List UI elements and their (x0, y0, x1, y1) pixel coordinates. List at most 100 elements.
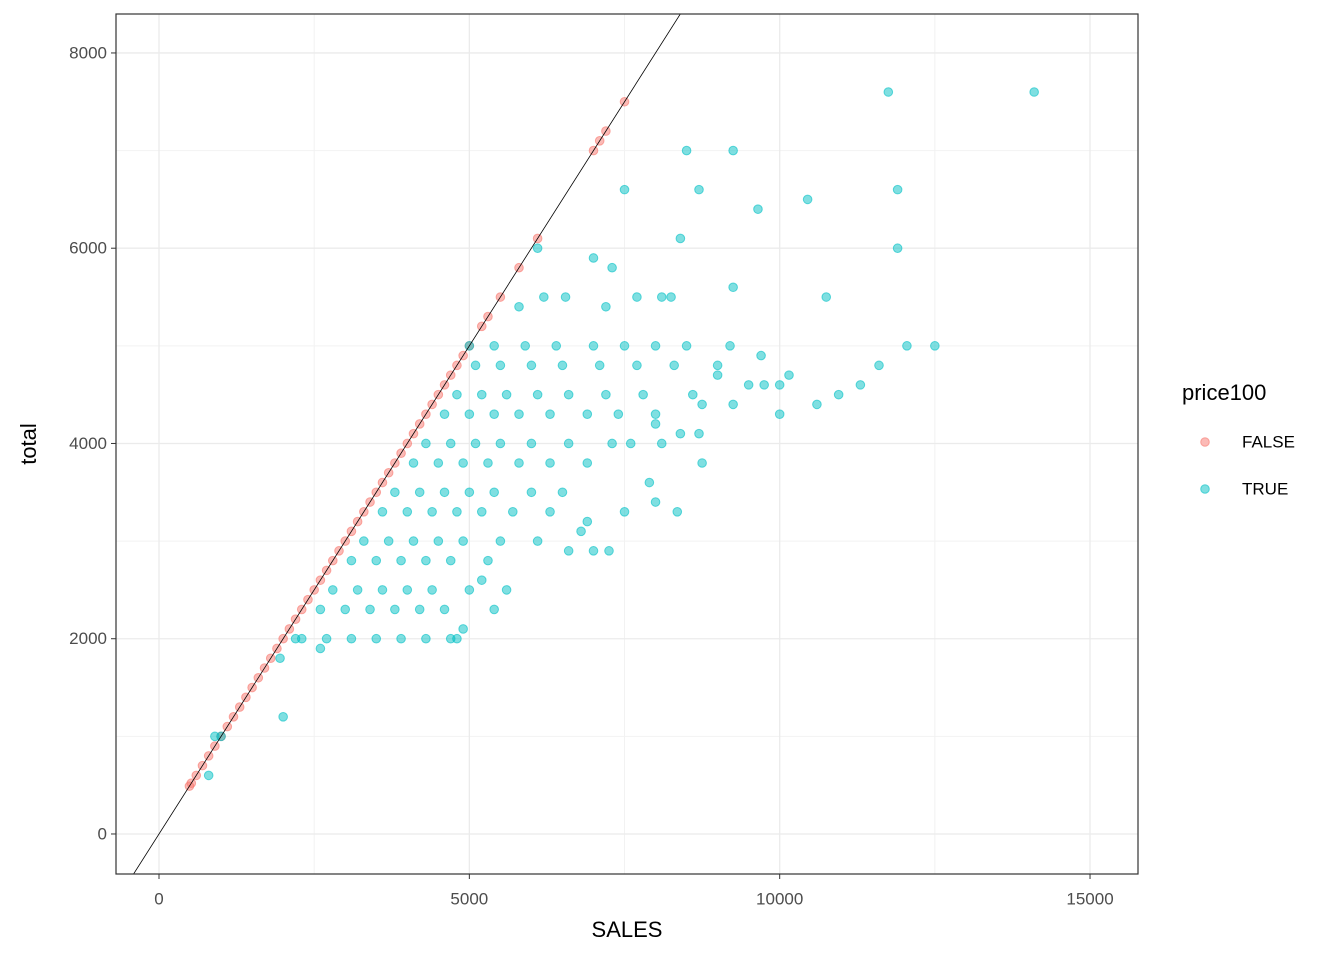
point (681, 145, 692, 156)
point (874, 360, 884, 371)
x-axis-title: SALES (592, 917, 663, 942)
point (672, 507, 683, 517)
point (557, 487, 568, 498)
point (812, 399, 822, 410)
point (532, 389, 543, 400)
point (433, 536, 444, 546)
point (563, 546, 574, 556)
point (1029, 87, 1039, 97)
point (725, 341, 735, 351)
point (458, 536, 468, 546)
point (650, 409, 661, 419)
legend-label: FALSE (1242, 432, 1295, 451)
point (563, 438, 574, 449)
point (464, 487, 475, 498)
point (774, 409, 785, 419)
point (582, 458, 593, 468)
point (650, 341, 661, 351)
point (582, 409, 593, 419)
point (421, 555, 431, 566)
point (607, 262, 617, 273)
point (470, 360, 481, 371)
point (632, 360, 642, 371)
point (604, 546, 614, 556)
point (464, 409, 475, 419)
point (414, 487, 425, 498)
point (452, 507, 462, 517)
point (470, 438, 481, 449)
point (902, 341, 912, 351)
point (464, 585, 475, 595)
point (321, 633, 332, 644)
panel-border (115, 13, 1139, 875)
x-tick-label: 0 (154, 889, 163, 908)
point (439, 487, 450, 498)
point (697, 458, 707, 468)
point (588, 253, 599, 263)
point (489, 604, 499, 615)
point (833, 389, 844, 400)
point (452, 389, 462, 400)
point (445, 438, 456, 449)
point (930, 341, 940, 351)
point (476, 507, 487, 517)
point (632, 292, 642, 302)
point (774, 380, 785, 390)
point (476, 389, 487, 400)
point (352, 585, 363, 595)
point (402, 507, 413, 517)
point (495, 438, 506, 449)
legend-label: TRUE (1242, 479, 1288, 498)
point (377, 585, 388, 595)
point (359, 536, 369, 546)
point (278, 712, 288, 722)
point (483, 555, 493, 566)
point (892, 243, 903, 254)
point (694, 184, 704, 195)
point (728, 145, 738, 156)
point (408, 536, 419, 546)
axes: 0 5000 10000 15000 0 2000 4000 6000 8000 (69, 43, 1113, 908)
point (607, 438, 617, 449)
x-tick-label: 5000 (450, 889, 488, 908)
point (439, 409, 450, 419)
x-tick-label: 10000 (756, 889, 803, 908)
point (408, 458, 419, 468)
point (784, 370, 794, 380)
point (675, 428, 686, 439)
point (526, 438, 537, 449)
point (483, 458, 493, 468)
point (371, 555, 382, 566)
point (328, 585, 338, 595)
point (588, 341, 599, 351)
legend-key (1200, 437, 1210, 447)
point (526, 487, 537, 498)
point (625, 438, 636, 449)
point (644, 477, 655, 488)
point (514, 409, 524, 419)
point (495, 536, 506, 546)
y-tick-label: 2000 (69, 629, 107, 648)
point (433, 458, 444, 468)
point (414, 604, 425, 615)
point (638, 389, 648, 400)
point (545, 409, 555, 419)
point (495, 360, 506, 371)
point (390, 604, 400, 615)
point (563, 389, 574, 400)
point (883, 87, 894, 97)
point (619, 341, 630, 351)
point (666, 292, 676, 302)
point (712, 360, 723, 371)
point (532, 243, 543, 254)
point (346, 633, 357, 644)
point (514, 458, 524, 468)
point (619, 184, 630, 195)
point (539, 292, 549, 302)
point (557, 360, 568, 371)
y-tick-label: 0 (98, 824, 107, 843)
y-tick-label: 6000 (69, 239, 107, 258)
point (656, 292, 667, 302)
point (346, 555, 357, 566)
